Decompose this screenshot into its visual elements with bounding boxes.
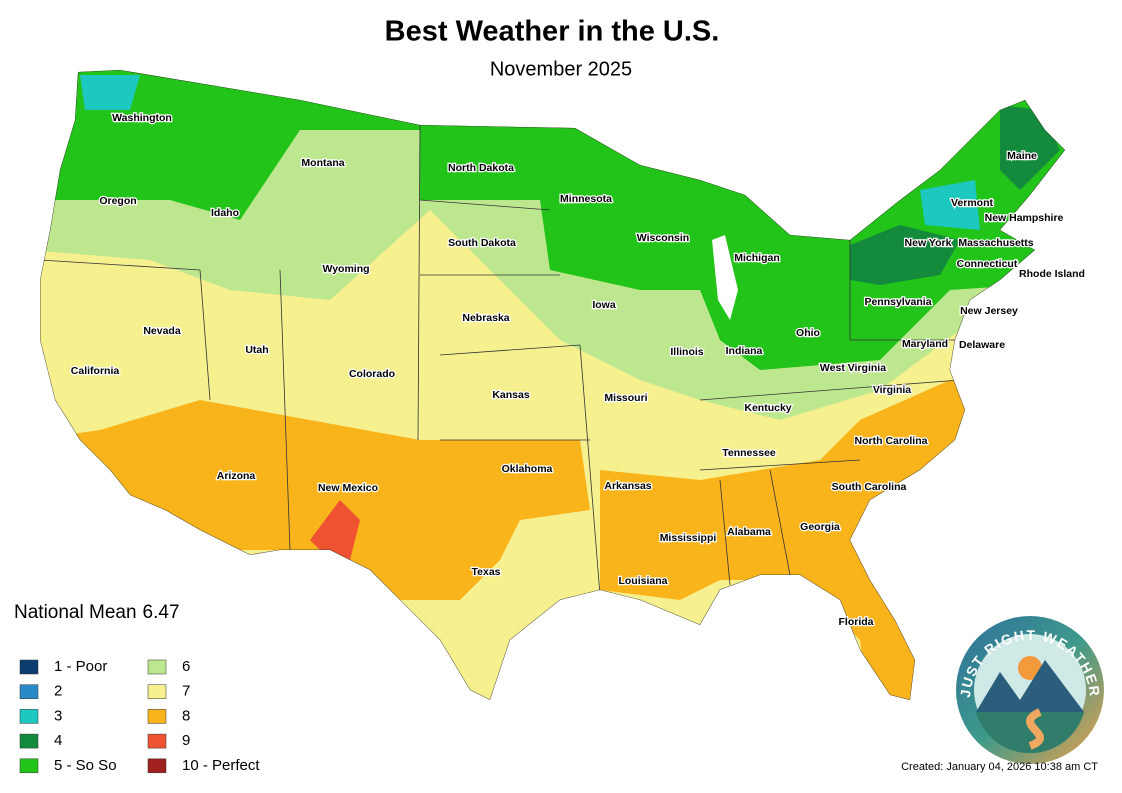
legend-label: 6 [182, 658, 190, 675]
logo-mountains [976, 660, 1084, 712]
legend-label: 2 [54, 683, 62, 700]
legend-swatch [19, 709, 39, 724]
legend-swatch [147, 733, 167, 749]
state-label: Alabama [727, 526, 771, 538]
state-label: Wisconsin [637, 232, 689, 244]
legend-swatch [19, 733, 39, 749]
legend-label: 9 [182, 732, 190, 749]
state-label: Vermont [951, 197, 994, 209]
legend-swatch [147, 709, 167, 724]
state-label: Nevada [143, 325, 181, 337]
map-zone [850, 225, 960, 285]
state-label: Wyoming [322, 263, 369, 275]
state-label: Kansas [492, 389, 530, 401]
state-label: Nebraska [462, 312, 509, 324]
state-label: Missouri [604, 392, 647, 404]
state-label: Delaware [959, 339, 1005, 351]
state-label: Pennsylvania [864, 296, 931, 308]
state-label: Illinois [670, 346, 703, 358]
state-labels: Washington Oregon California Nevada Idaho Mon… [70, 111, 1087, 630]
logo-ground [976, 712, 1084, 754]
state-label: Massachusetts [958, 237, 1033, 249]
state-label: California [71, 365, 120, 377]
state-label: Texas [472, 566, 501, 578]
legend-label: 3 [54, 707, 62, 724]
state-label: Maine [1007, 150, 1037, 162]
state-label: Ohio [796, 327, 820, 339]
state-label: Iowa [592, 299, 615, 311]
state-label: South Carolina [832, 481, 907, 493]
state-label: Arkansas [604, 480, 651, 492]
legend-label: 8 [182, 707, 190, 724]
legend-label: 7 [182, 683, 190, 700]
state-label: Michigan [734, 252, 780, 264]
state-label: Washington [112, 112, 172, 124]
legend-swatch [147, 758, 167, 774]
map-zone [920, 180, 980, 230]
state-label: Kentucky [744, 402, 791, 414]
legend-label: 10 - Perfect [182, 757, 260, 774]
legend: 1 - Poor 2 3 4 5 - So So 6 7 8 9 10 - Perfect [19, 658, 260, 774]
state-label: Mississippi [660, 532, 717, 544]
state-label: Utah [245, 344, 268, 356]
state-label: Georgia [800, 521, 840, 533]
state-label: Montana [301, 157, 344, 169]
subtitle: November 2025 [490, 58, 632, 80]
state-label: Oklahoma [502, 463, 553, 475]
logo-sun [1018, 656, 1042, 680]
state-label: Connecticut [957, 258, 1018, 270]
map-zone [1000, 105, 1060, 190]
national-mean-value: 6.47 [143, 602, 180, 623]
legend-label: 5 - So So [54, 757, 117, 774]
legend-label: 4 [54, 732, 62, 749]
state-label: North Carolina [855, 435, 928, 447]
state-label: West Virginia [820, 362, 886, 374]
state-label: New Mexico [318, 482, 378, 494]
national-mean: National Mean 6.47 [14, 602, 180, 623]
state-label: Florida [838, 616, 873, 628]
state-label: New Jersey [960, 305, 1018, 317]
legend-swatch [19, 758, 39, 774]
legend-swatch [19, 684, 39, 699]
lake [712, 235, 738, 320]
state-label: Maryland [902, 338, 948, 350]
state-label: South Dakota [448, 237, 516, 249]
state-label: Indiana [726, 345, 763, 357]
state-label: Colorado [349, 368, 395, 380]
state-label: New York [905, 237, 952, 249]
legend-label: 1 - Poor [54, 658, 107, 675]
state-label: North Dakota [448, 162, 514, 174]
legend-swatch [147, 684, 167, 699]
title: Best Weather in the U.S. [385, 16, 720, 48]
national-mean-label: National Mean [14, 602, 137, 623]
state-label: Arizona [217, 470, 256, 482]
legend-swatch [19, 659, 39, 675]
map-zone [80, 75, 140, 110]
state-label: Idaho [211, 207, 239, 219]
state-label: New Hampshire [985, 212, 1064, 224]
state-label: Tennessee [722, 447, 776, 459]
logo-path [1026, 708, 1044, 750]
state-label: Minnesota [560, 193, 612, 205]
legend-swatch [147, 659, 167, 675]
created-note: Created: January 04, 2026 10:38 am CT [901, 761, 1098, 773]
state-label: Louisiana [618, 575, 667, 587]
state-label: Oregon [99, 195, 136, 207]
state-label: Rhode Island [1019, 268, 1085, 280]
state-borders [40, 124, 961, 596]
state-label: Virginia [873, 384, 911, 396]
logo: JUST RIGHT WEATHER [956, 616, 1104, 764]
